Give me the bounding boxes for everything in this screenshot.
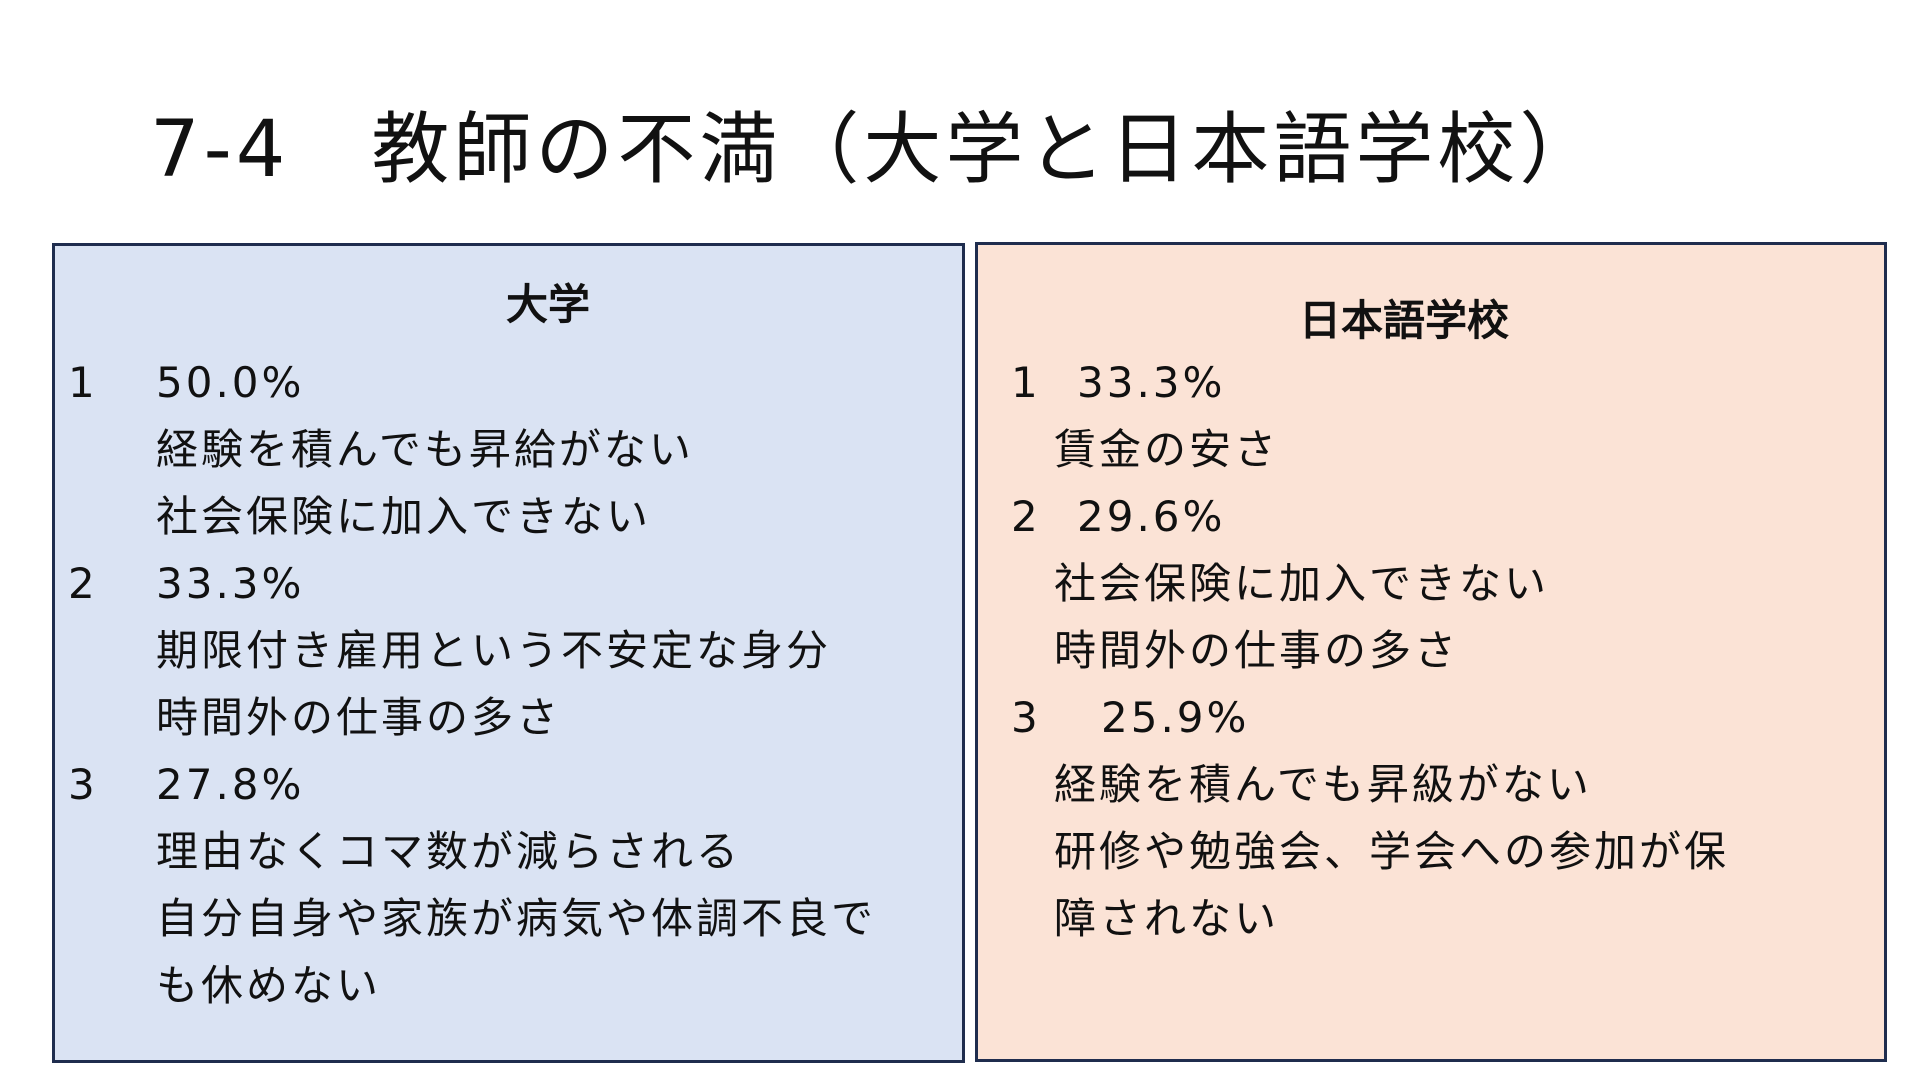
- language-school-heading: 日本語学校: [1298, 296, 1510, 345]
- rank-number: 1: [68, 358, 98, 407]
- reason-text: 期限付き雇用という不安定な身分: [156, 626, 832, 675]
- rank-number: 2: [1011, 492, 1041, 541]
- rank-percent: 27.8%: [156, 760, 305, 809]
- reason-text: も休めない: [156, 961, 382, 1010]
- slide-title: 7-4 教師の不満（大学と日本語学校）: [150, 105, 1602, 195]
- reason-text: 研修や勉強会、学会への参加が保: [1054, 827, 1730, 876]
- reason-text: 理由なくコマ数が減らされる: [156, 827, 742, 876]
- rank-number: 2: [68, 559, 98, 608]
- reason-text: 社会保険に加入できない: [156, 492, 652, 541]
- rank-number: 1: [1011, 358, 1041, 407]
- rank-number: 3: [1011, 693, 1041, 742]
- reason-text: 時間外の仕事の多さ: [1054, 626, 1460, 675]
- reason-text: 社会保険に加入できない: [1054, 559, 1550, 608]
- reason-text: 賃金の安さ: [1054, 425, 1280, 474]
- rank-percent: 50.0%: [156, 358, 305, 407]
- rank-percent: 29.6%: [1077, 492, 1226, 541]
- reason-text: 障されない: [1054, 894, 1280, 943]
- language-school-panel: [975, 242, 1887, 1062]
- rank-percent: 25.9%: [1101, 693, 1250, 742]
- reason-text: 経験を積んでも昇給がない: [156, 425, 694, 474]
- reason-text: 経験を積んでも昇級がない: [1054, 760, 1592, 809]
- rank-number: 3: [68, 760, 98, 809]
- university-heading: 大学: [505, 280, 591, 329]
- rank-percent: 33.3%: [156, 559, 305, 608]
- reason-text: 時間外の仕事の多さ: [156, 693, 562, 742]
- reason-text: 自分自身や家族が病気や体調不良で: [156, 894, 877, 943]
- rank-percent: 33.3%: [1077, 358, 1226, 407]
- university-panel: [52, 243, 965, 1063]
